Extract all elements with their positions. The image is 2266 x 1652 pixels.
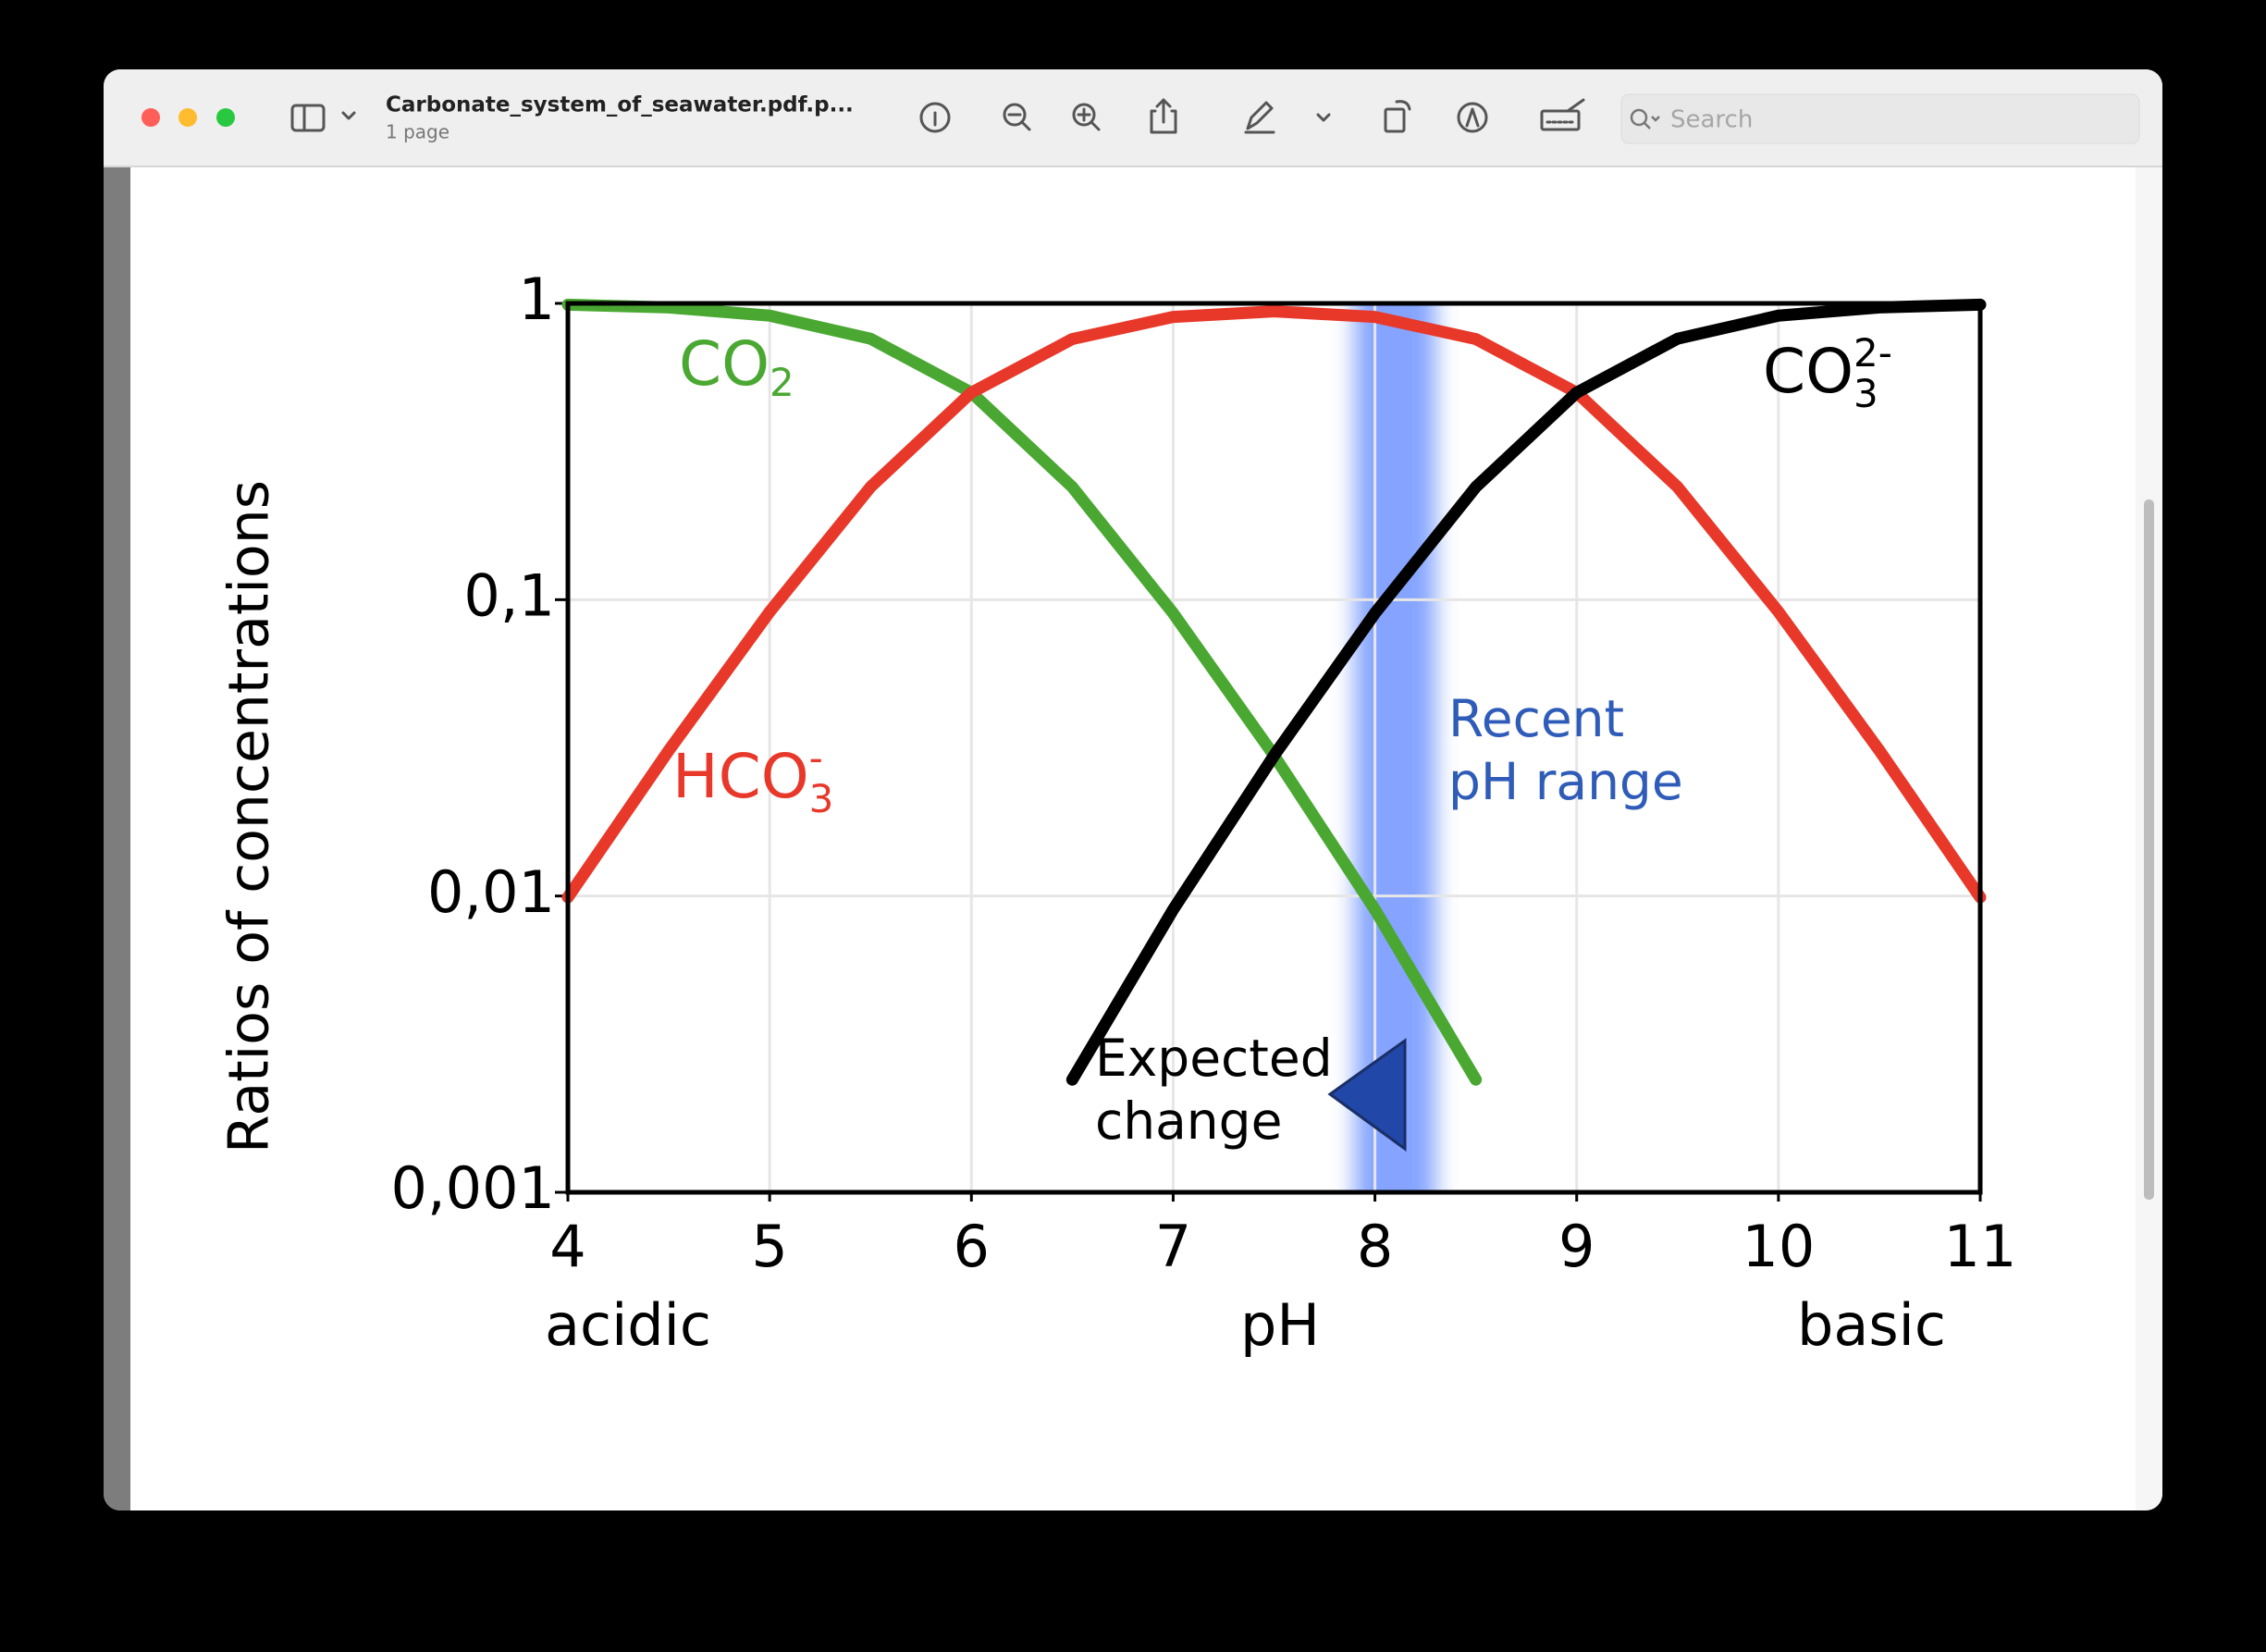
series-sub: 2 — [770, 360, 794, 405]
x-tick-label: 4 — [549, 1213, 585, 1280]
form-button[interactable] — [1540, 98, 1585, 131]
search-placeholder: Search — [1670, 106, 1753, 134]
change-arrow — [1327, 1038, 1407, 1152]
zoom-out-button[interactable] — [1003, 103, 1031, 131]
y-axis-label: Ratios of concentrations — [217, 480, 282, 1153]
series-label: CO2-3 — [1763, 330, 1892, 416]
zoom-in-button[interactable] — [1072, 103, 1101, 131]
band-label: pH range — [1448, 752, 1683, 811]
search-icon — [1630, 108, 1660, 129]
series-sup: - — [809, 735, 823, 781]
rotate-button[interactable] — [1384, 100, 1411, 133]
y-tick-label: 0,1 — [463, 561, 555, 629]
x-tick-label: 8 — [1357, 1213, 1393, 1280]
series-sub: 3 — [1853, 371, 1878, 416]
series-name: CO — [1763, 336, 1853, 407]
series-line — [1065, 298, 1987, 1086]
y-tick-label: 0,001 — [391, 1154, 556, 1222]
annotate-button[interactable] — [1457, 102, 1488, 133]
x-tick-label: 9 — [1558, 1213, 1595, 1280]
markup-pen-button[interactable] — [1244, 101, 1275, 134]
close-button[interactable] — [142, 108, 160, 127]
band-label: Recent — [1448, 689, 1624, 748]
x-tick-label: 6 — [954, 1213, 990, 1280]
chart: Ratios of concentrations pH acidic basic… — [217, 265, 2017, 1359]
search-field[interactable] — [1620, 93, 2140, 144]
x-tick-label: 10 — [1742, 1213, 1815, 1280]
x-tick-label: 7 — [1155, 1213, 1191, 1280]
series-sup: 2- — [1853, 330, 1892, 376]
series-line — [561, 305, 1987, 904]
sidebar-toggle[interactable] — [290, 104, 356, 132]
x-axis-right-label: basic — [1797, 1291, 1946, 1359]
sidebar-edge — [104, 167, 130, 1510]
annotation: Expected — [1095, 1029, 1333, 1088]
y-tick-label: 1 — [519, 265, 555, 333]
y-tick-label: 0,01 — [427, 858, 555, 926]
series-label: HCO-3 — [672, 735, 833, 821]
x-tick-label: 5 — [751, 1213, 787, 1280]
series-label: CO2 — [679, 328, 794, 404]
series-sub: 3 — [809, 776, 834, 821]
series-name: CO — [679, 328, 770, 400]
zoom-button[interactable] — [216, 108, 235, 127]
minimize-button[interactable] — [179, 108, 197, 127]
x-axis-label: pH — [1240, 1291, 1320, 1359]
pen-menu[interactable] — [1316, 113, 1331, 122]
x-tick-label: 11 — [1944, 1213, 2017, 1280]
series-name: HCO — [672, 741, 809, 812]
document-title: Carbonate_system_of_seawater.pdf.p... — [386, 93, 854, 117]
x-axis-left-label: acidic — [545, 1291, 711, 1359]
document-subtitle: 1 page — [386, 121, 450, 143]
ph-band — [1354, 303, 1436, 1192]
share-button[interactable] — [1150, 98, 1177, 134]
plot-frame — [565, 301, 1983, 1195]
scrollbar-thumb[interactable] — [2144, 499, 2154, 1200]
annotation: change — [1095, 1091, 1282, 1151]
series-line — [561, 298, 1483, 1086]
info-button[interactable] — [919, 102, 951, 133]
